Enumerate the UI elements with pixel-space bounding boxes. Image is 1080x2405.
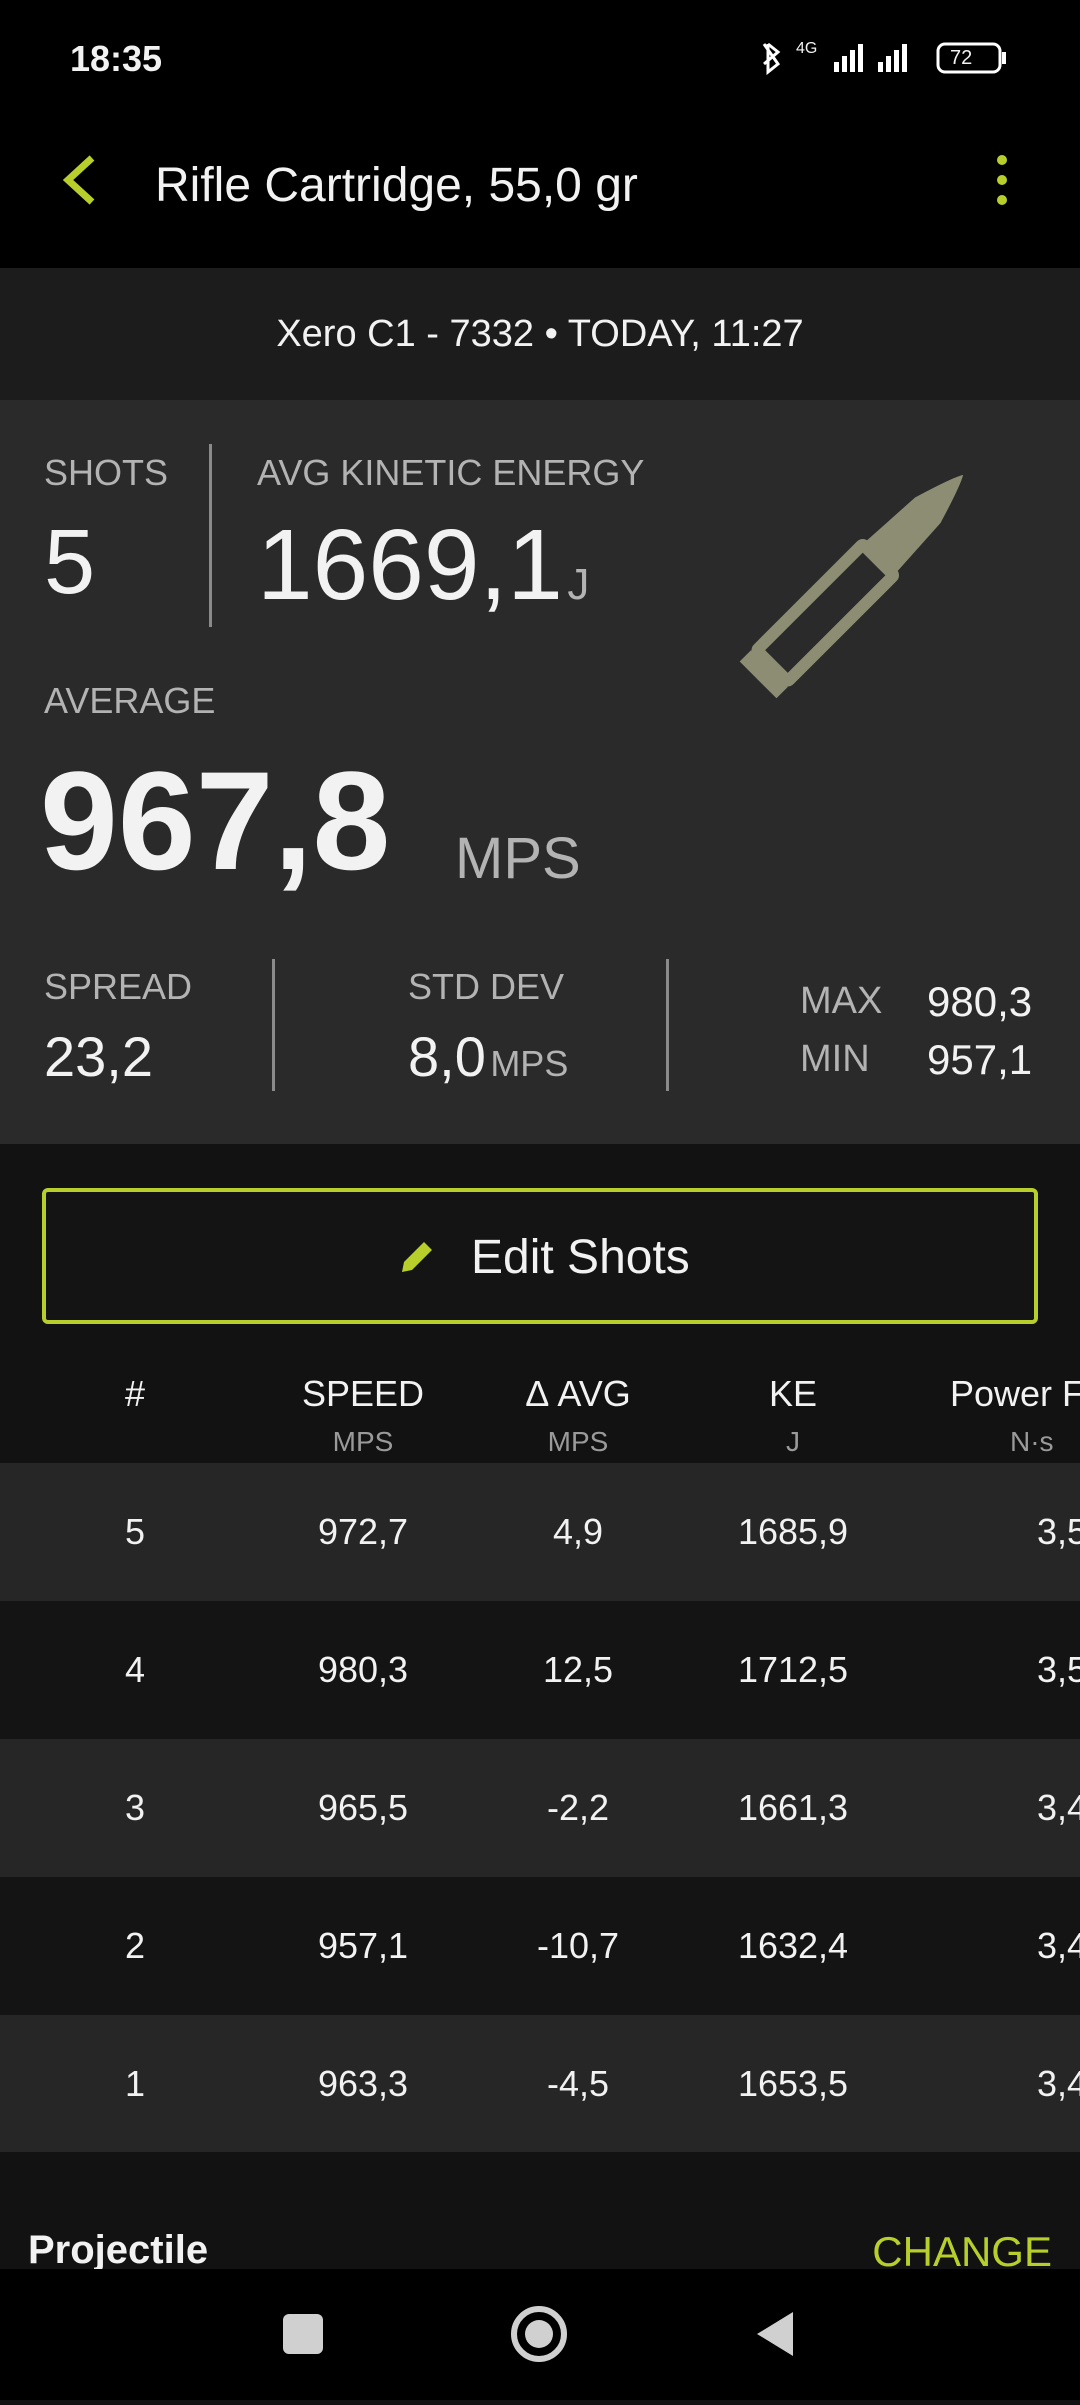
average-label: AVERAGE <box>44 680 216 721</box>
table-cell: 4,9 <box>552 1511 604 1552</box>
table-cell: 2 <box>124 1925 146 1966</box>
table-cell: 957,1 <box>317 1925 409 1966</box>
min-label: MIN <box>800 1038 870 1080</box>
table-cell: -2,2 <box>546 1787 610 1828</box>
average-value: 967,8 <box>40 742 391 899</box>
spread-value: 23,2 <box>44 1025 153 1088</box>
session-label: Xero C1 - 7332 • TODAY, 11:27 <box>276 313 804 355</box>
table-cell: 3,4 <box>1037 1787 1080 1828</box>
table-cell: 4 <box>124 1649 146 1690</box>
edit-shots-label: Edit Shots <box>471 1231 690 1284</box>
column-header: SPEED <box>301 1373 425 1414</box>
table-row <box>0 1463 1080 1601</box>
nav-icons <box>283 2306 793 2362</box>
cartridge-icon <box>739 474 964 699</box>
ke-value: 1669,1 J <box>257 508 589 623</box>
max-label: MAX <box>800 980 883 1022</box>
column-unit: J <box>786 1426 800 1457</box>
column-header: KE <box>768 1373 818 1414</box>
shots-label: SHOTS <box>44 452 169 493</box>
table-cell: 972,7 <box>317 1511 409 1552</box>
shots-value: 5 <box>44 511 96 613</box>
back-button[interactable] <box>56 150 106 210</box>
battery-level: 72 <box>950 47 973 69</box>
table-cell: 3,5 <box>1037 1649 1080 1690</box>
recents-button[interactable] <box>283 2314 323 2354</box>
average-unit: MPS <box>455 826 581 891</box>
table-cell: 980,3 <box>317 1649 409 1690</box>
menu-button[interactable] <box>990 150 1014 210</box>
table-cell: 1661,3 <box>737 1787 849 1828</box>
std-number: 8,0 <box>408 1025 486 1088</box>
ke-unit: J <box>567 560 590 609</box>
status-bar: 18:35 4G 72 <box>0 0 1080 120</box>
time: 18:35 <box>70 38 163 79</box>
table-cell: 12,5 <box>542 1649 614 1690</box>
column-header: Δ AVG <box>525 1373 631 1414</box>
max-value: 980,3 <box>927 978 1033 1025</box>
pencil-icon <box>402 1242 432 1272</box>
column-unit: MPS <box>332 1426 394 1457</box>
session-bar: Xero C1 - 7332 • TODAY, 11:27 <box>0 268 1080 400</box>
edit-shots-button[interactable]: Edit Shots <box>42 1188 1038 1324</box>
std-value: 8,0 MPS <box>408 1024 568 1089</box>
table-row <box>0 1601 1080 1739</box>
table-cell: 3,4 <box>1037 1925 1080 1966</box>
table-cell: -10,7 <box>536 1925 620 1966</box>
table-cell: 1712,5 <box>737 1649 849 1690</box>
ke-label: AVG KINETIC ENERGY <box>257 452 645 493</box>
title: Rifle Cartridge, 55,0 gr <box>155 159 638 212</box>
column-header: # <box>124 1373 146 1414</box>
std-label: STD DEV <box>408 966 565 1007</box>
app-bar: Rifle Cartridge, 55,0 gr <box>0 120 1080 268</box>
spread-label: SPREAD <box>44 966 193 1007</box>
home-button[interactable] <box>511 2306 567 2362</box>
min-value: 957,1 <box>927 1036 1033 1083</box>
table-cell: 5 <box>124 1511 146 1552</box>
table-cell: 3,5 <box>1037 1511 1080 1552</box>
column-unit: MPS <box>547 1426 609 1457</box>
ke-number: 1669,1 <box>257 509 563 621</box>
status-icons <box>762 42 1006 76</box>
divider <box>209 444 212 627</box>
table-cell: 965,5 <box>317 1787 409 1828</box>
stats-panel: SHOTS 5 AVG KINETIC ENERGY 1669,1 J AVER… <box>0 400 1080 1144</box>
std-unit: MPS <box>490 1043 569 1084</box>
table-row <box>0 1739 1080 1877</box>
divider <box>666 959 669 1091</box>
change-button[interactable]: CHANGE <box>872 2228 1052 2275</box>
table-cell: 1 <box>124 2063 146 2104</box>
back-nav-button[interactable] <box>757 2312 793 2356</box>
table-row <box>0 2015 1080 2152</box>
column-unit: N·s <box>1010 1426 1054 1457</box>
column-header: Power F <box>950 1373 1080 1414</box>
table-cell: 1632,4 <box>737 1925 849 1966</box>
table-cell: 3 <box>124 1787 146 1828</box>
table-row <box>0 1877 1080 2015</box>
network: 4G <box>796 40 818 57</box>
divider <box>272 959 275 1091</box>
projectile-title: Projectile <box>28 2228 209 2272</box>
shots-table: # SPEED MPS Δ AVG MPS KE J Power F N·s 5 972,7 4,9 1… <box>0 1340 1080 2152</box>
nav-bar <box>0 2269 1080 2400</box>
table-cell: -4,5 <box>546 2063 610 2104</box>
table-cell: 1653,5 <box>737 2063 849 2104</box>
table-cell: 1685,9 <box>737 1511 849 1552</box>
table-cell: 963,3 <box>317 2063 409 2104</box>
table-cell: 3,4 <box>1037 2063 1080 2104</box>
